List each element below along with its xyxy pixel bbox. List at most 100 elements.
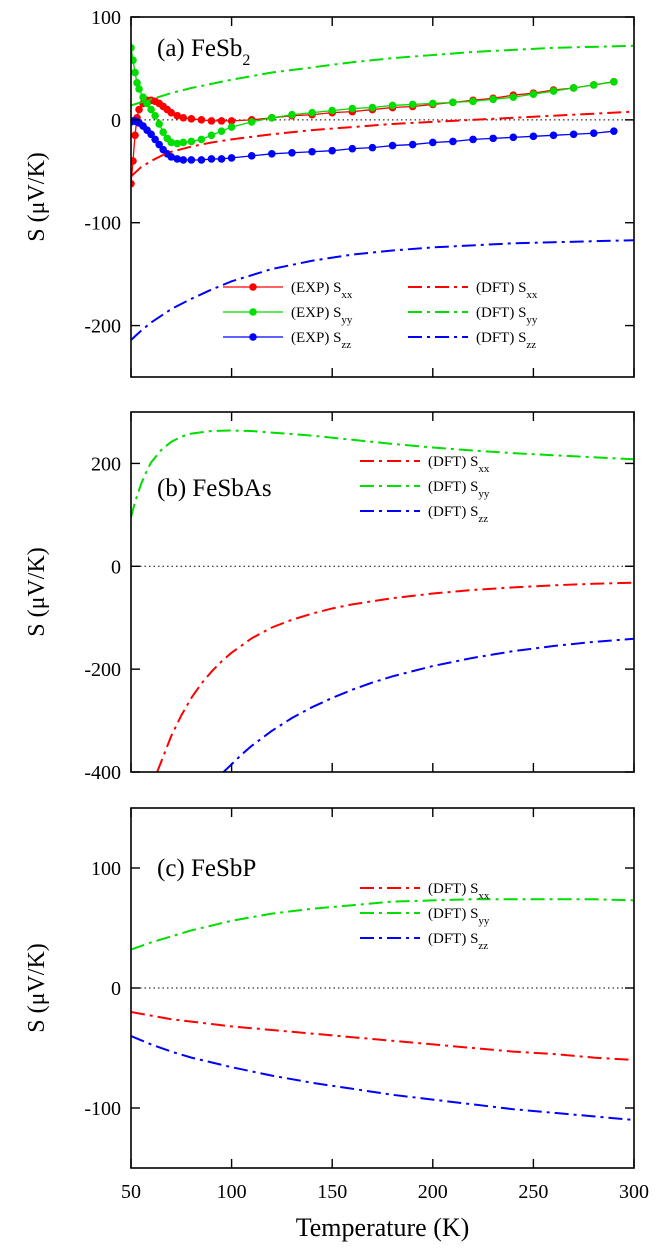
data-point — [610, 78, 618, 86]
data-point — [308, 147, 316, 156]
series-line — [222, 637, 634, 772]
legend-label: (DFT) Szz — [476, 330, 536, 351]
series-line — [131, 239, 634, 341]
data-point — [408, 140, 417, 149]
legend-label: (DFT) Szz — [428, 931, 488, 952]
data-point — [197, 156, 206, 164]
legend: (DFT) Sxx (DFT) Syy (DFT) Szz — [360, 454, 490, 525]
x-tick-label: 150 — [317, 1181, 347, 1203]
legend-entry: (DFT) Syy — [408, 305, 538, 326]
legend-label: (DFT) Syy — [428, 479, 490, 500]
data-point — [173, 139, 182, 148]
data-point — [388, 101, 397, 110]
legend-label: (DFT) Syy — [476, 305, 538, 326]
data-point — [131, 131, 139, 140]
legend-entry: (EXP) Szz — [223, 330, 351, 351]
series-line — [131, 44, 634, 107]
data-point — [489, 134, 497, 143]
y-tick-label: -100 — [84, 1098, 121, 1120]
series-dashdot-Sxx — [131, 110, 634, 178]
data-point — [549, 87, 558, 95]
legend-entry: (DFT) Sxx — [408, 280, 538, 301]
data-point — [179, 156, 188, 164]
data-point — [308, 108, 316, 117]
y-tick-label: 0 — [111, 556, 121, 578]
x-tick-label: 50 — [121, 1181, 141, 1203]
y-axis-label: S (μV/K) — [24, 152, 50, 242]
data-point — [429, 138, 437, 147]
data-point — [135, 105, 143, 114]
data-point — [143, 99, 151, 108]
legend-entry: (EXP) Sxx — [223, 280, 353, 301]
data-point — [147, 105, 155, 114]
data-point — [187, 115, 196, 123]
data-point — [159, 128, 167, 136]
legend-label: (EXP) Szz — [291, 330, 351, 351]
data-point — [131, 56, 137, 64]
legend-label: (DFT) Sxx — [476, 280, 538, 301]
panel-label: (b) FeSbAs — [157, 475, 272, 502]
data-point — [227, 154, 236, 162]
legend-label: (DFT) Sxx — [428, 881, 490, 902]
series-dashdot-Syy — [131, 898, 634, 951]
y-tick-label: 0 — [111, 110, 121, 132]
data-point — [348, 104, 357, 113]
y-axis-label: S (μV/K) — [24, 943, 50, 1033]
data-point — [187, 156, 196, 164]
data-point — [589, 129, 598, 138]
series-line — [156, 581, 634, 772]
data-point — [151, 135, 159, 144]
data-point — [589, 81, 598, 89]
series-dashdot-Sxx — [131, 1011, 634, 1061]
data-point — [155, 120, 163, 128]
legend-label: (EXP) Syy — [291, 305, 353, 326]
plot-frame — [130, 411, 635, 773]
legend: (DFT) Sxx (DFT) Syy (DFT) Szz — [360, 881, 490, 952]
series-line — [131, 81, 614, 184]
data-point — [207, 155, 216, 163]
series-dashdot-Szz — [222, 637, 634, 772]
data-point — [610, 127, 618, 135]
data-point — [155, 140, 163, 149]
y-tick-label: 100 — [91, 858, 121, 880]
legend-entry: (DFT) Syy — [360, 906, 490, 927]
x-tick-label: 300 — [619, 1181, 649, 1203]
y-tick-label: -200 — [84, 659, 121, 681]
series-dashdot-Sxx — [156, 581, 634, 772]
y-tick-label: 0 — [111, 978, 121, 1000]
x-tick-label: 250 — [518, 1181, 548, 1203]
data-point — [489, 95, 497, 104]
data-point — [167, 108, 176, 117]
data-point — [133, 79, 141, 87]
data-point — [348, 144, 357, 153]
data-point — [131, 68, 139, 77]
data-point — [569, 84, 578, 92]
data-point — [197, 135, 206, 144]
data-point — [509, 93, 518, 102]
legend-entry: (DFT) Szz — [360, 931, 488, 952]
data-point — [139, 93, 147, 102]
legend-marker — [249, 333, 257, 341]
data-point — [227, 117, 236, 125]
data-point — [217, 127, 226, 135]
data-point — [131, 179, 135, 188]
data-point — [328, 146, 337, 155]
legend-entry: (DFT) Szz — [408, 330, 536, 351]
y-tick-label: -100 — [84, 213, 121, 235]
data-point — [173, 111, 182, 120]
data-point — [217, 117, 226, 125]
legend-entry: (DFT) Sxx — [360, 881, 490, 902]
y-tick-label: 100 — [91, 7, 121, 29]
panel-3: -100 0 100 50 100 150 200 250 300 S (μV/K) Tempera… — [24, 807, 649, 1242]
data-point — [368, 143, 377, 152]
legend: (EXP) Sxx (EXP) Syy (EXP) Szz (DFT) Sxx (DFT… — [223, 280, 538, 351]
data-point — [368, 103, 377, 112]
series-line — [131, 1011, 634, 1061]
series-line — [131, 47, 614, 145]
data-point — [197, 116, 206, 124]
legend-marker — [249, 283, 257, 291]
data-point — [187, 137, 196, 146]
data-point — [131, 157, 137, 165]
data-point — [207, 117, 216, 125]
legend-label: (DFT) Sxx — [428, 454, 490, 475]
